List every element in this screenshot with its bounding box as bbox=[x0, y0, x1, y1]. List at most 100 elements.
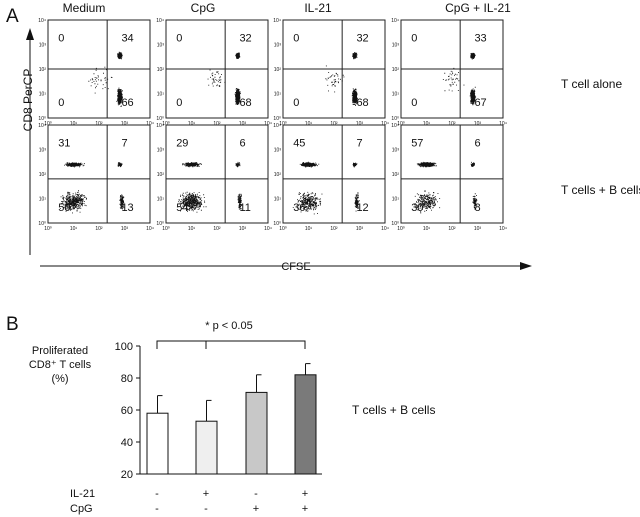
quadrant-value-upper-right: 6 bbox=[474, 138, 480, 150]
y-axis-label: CD8 PerCP bbox=[21, 69, 35, 132]
y-tick-label: 100 bbox=[115, 341, 133, 353]
y-tick-label: 10² bbox=[39, 172, 47, 178]
event-dots bbox=[325, 52, 358, 106]
y-tick-label: 10⁴ bbox=[273, 18, 281, 24]
y-tick-label: 10⁰ bbox=[38, 116, 46, 122]
y-tick-label: 10³ bbox=[39, 148, 47, 154]
cpg-sign-1: - bbox=[155, 503, 159, 515]
quadrant-value-upper-right: 33 bbox=[474, 33, 486, 45]
x-tick-label: 10¹ bbox=[70, 121, 78, 127]
x-tick-label: 10⁴ bbox=[381, 226, 389, 232]
event-dot-cloud bbox=[207, 52, 242, 105]
quadrant-value-upper-right: 6 bbox=[239, 138, 245, 150]
y-tick-label: 10⁰ bbox=[273, 221, 281, 227]
quadrant-value-lower-left: 0 bbox=[293, 97, 299, 109]
x-axis-label: CFSE bbox=[281, 261, 310, 273]
x-tick-label: 10⁰ bbox=[162, 121, 170, 127]
quadrant-value-upper-left: 29 bbox=[176, 138, 188, 150]
x-tick-label: 10² bbox=[213, 226, 221, 232]
x-tick-label: 10⁴ bbox=[499, 121, 507, 127]
event-dots bbox=[178, 161, 243, 213]
quadrant-value-lower-left: 30 bbox=[411, 202, 423, 214]
quadrant-value-lower-left: 54 bbox=[176, 202, 188, 214]
x-tick-label: 10¹ bbox=[423, 121, 431, 127]
y-tick-label: 10¹ bbox=[274, 92, 282, 98]
quadrant-value-lower-right: 68 bbox=[239, 97, 251, 109]
il21-sign-2: + bbox=[203, 488, 209, 500]
quadrant-value-upper-left: 0 bbox=[58, 33, 64, 45]
quadrant-value-lower-right: 66 bbox=[121, 97, 133, 109]
x-tick-label: 10² bbox=[213, 121, 221, 127]
row-label-t-cell-alone: T cell alone bbox=[561, 77, 622, 91]
y-tick-label: 10⁰ bbox=[391, 221, 399, 227]
x-tick-label: 10² bbox=[448, 226, 456, 232]
x-tick-label: 10⁰ bbox=[44, 121, 52, 127]
y-tick-label: 10⁴ bbox=[273, 123, 281, 129]
x-axis-arrow bbox=[40, 262, 532, 270]
quadrant-value-lower-left: 0 bbox=[411, 97, 417, 109]
panel-b-label: B bbox=[6, 314, 19, 335]
column-label-il21: IL-21 bbox=[304, 1, 332, 15]
x-tick-label: 10¹ bbox=[305, 121, 313, 127]
column-label-cpg: CpG bbox=[191, 1, 216, 15]
quadrant-value-lower-right: 8 bbox=[474, 202, 480, 214]
x-tick-label: 10³ bbox=[356, 226, 364, 232]
y-tick-label: 10⁰ bbox=[156, 221, 164, 227]
y-tick-label: 10⁴ bbox=[156, 123, 164, 129]
y-tick-label: 60 bbox=[121, 405, 133, 417]
y-tick-label: 10¹ bbox=[392, 197, 400, 203]
plot-frame bbox=[165, 124, 269, 224]
x-tick-label: 10² bbox=[330, 121, 338, 127]
y-tick-label: 10⁴ bbox=[391, 123, 399, 129]
plot-frame bbox=[47, 124, 151, 224]
panel-a-label: A bbox=[6, 6, 19, 27]
quadrant-value-upper-left: 0 bbox=[411, 33, 417, 45]
x-tick-label: 10² bbox=[95, 226, 103, 232]
bar-1 bbox=[146, 412, 169, 475]
event-dot-cloud bbox=[59, 162, 125, 214]
quadrant-value-upper-right: 34 bbox=[121, 33, 133, 45]
row-label-il21: IL-21 bbox=[70, 488, 95, 500]
y-tick-label: 10² bbox=[392, 67, 400, 73]
x-tick-label: 10⁰ bbox=[397, 226, 405, 232]
event-dots bbox=[292, 161, 360, 215]
x-tick-label: 10³ bbox=[239, 226, 247, 232]
row-label-t-cells-b-cells: T cells + B cells bbox=[561, 183, 640, 197]
event-dots bbox=[59, 162, 125, 214]
il21-sign-1: - bbox=[155, 488, 159, 500]
bar-4 bbox=[294, 374, 317, 475]
row-label-cpg: CpG bbox=[70, 503, 93, 515]
x-tick-label: 10³ bbox=[239, 121, 247, 127]
y-tick-label: 10² bbox=[392, 172, 400, 178]
x-tick-label: 10² bbox=[448, 121, 456, 127]
quadrant-value-lower-left: 0 bbox=[176, 97, 182, 109]
x-tick-label: 10¹ bbox=[188, 226, 196, 232]
bar-3 bbox=[245, 391, 268, 475]
quadrant-value-upper-left: 45 bbox=[293, 138, 305, 150]
y-tick-label: 10³ bbox=[392, 148, 400, 154]
x-tick-label: 10⁴ bbox=[146, 226, 154, 232]
quadrant-value-lower-left: 0 bbox=[58, 97, 64, 109]
x-tick-label: 10³ bbox=[121, 226, 129, 232]
significance-label: * p < 0.05 bbox=[205, 320, 252, 332]
x-tick-label: 10⁴ bbox=[264, 121, 272, 127]
ylabel-line-2: CD8⁺ T cells bbox=[29, 359, 92, 371]
y-tick-label: 10³ bbox=[274, 43, 282, 49]
event-dot-cloud bbox=[292, 161, 360, 215]
y-tick-label: 10³ bbox=[392, 43, 400, 49]
x-tick-label: 10¹ bbox=[188, 121, 196, 127]
event-dots bbox=[414, 161, 478, 214]
quadrant-value-lower-left: 50 bbox=[58, 202, 70, 214]
quadrant-value-upper-right: 32 bbox=[239, 33, 251, 45]
y-tick-label: 10³ bbox=[274, 148, 282, 154]
plot-frame bbox=[282, 124, 386, 224]
quadrant-value-upper-left: 31 bbox=[58, 138, 70, 150]
y-tick-label: 10⁰ bbox=[273, 116, 281, 122]
quadrant-value-upper-right: 32 bbox=[356, 33, 368, 45]
cpg-sign-3: + bbox=[253, 503, 259, 515]
quadrant-value-lower-left: 36 bbox=[293, 202, 305, 214]
